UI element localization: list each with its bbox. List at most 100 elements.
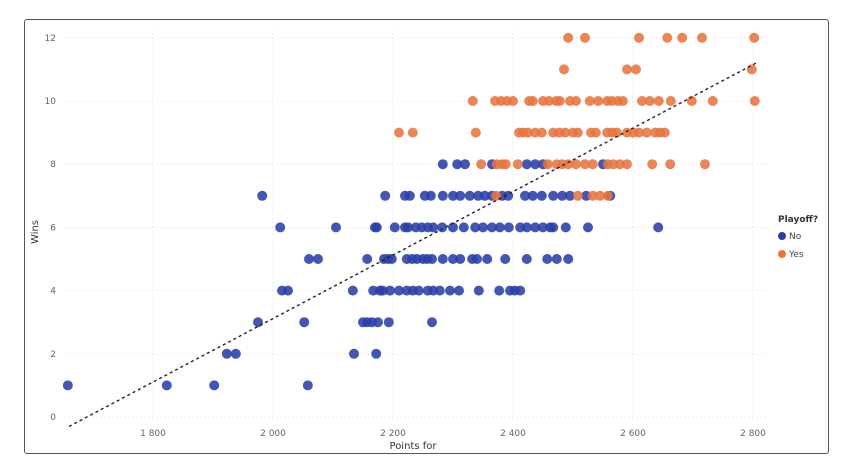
data-point-no[interactable] xyxy=(428,222,439,233)
data-point-yes[interactable] xyxy=(572,127,583,138)
data-point-no[interactable] xyxy=(331,222,341,233)
data-point-yes[interactable] xyxy=(634,127,644,138)
data-point-yes[interactable] xyxy=(542,159,553,170)
data-point-no[interactable] xyxy=(452,159,463,170)
data-point-no[interactable] xyxy=(538,222,548,233)
data-point-yes[interactable] xyxy=(476,159,487,170)
data-point-no[interactable] xyxy=(448,222,458,233)
data-point-yes[interactable] xyxy=(512,159,523,170)
data-point-yes[interactable] xyxy=(647,159,658,170)
data-point-yes[interactable] xyxy=(523,127,533,138)
data-point-no[interactable] xyxy=(434,285,445,296)
data-point-no[interactable] xyxy=(394,285,404,296)
data-point-no[interactable] xyxy=(563,254,574,264)
data-point-no[interactable] xyxy=(473,285,484,296)
data-point-no[interactable] xyxy=(362,254,373,264)
data-point-yes[interactable] xyxy=(593,96,604,106)
data-point-no[interactable] xyxy=(557,190,568,201)
data-point-yes[interactable] xyxy=(563,159,574,170)
data-point-no[interactable] xyxy=(515,285,526,296)
data-point-no[interactable] xyxy=(389,222,400,233)
data-point-yes[interactable] xyxy=(571,96,581,106)
data-point-no[interactable] xyxy=(377,285,388,296)
data-point-yes[interactable] xyxy=(590,127,601,138)
data-point-no[interactable] xyxy=(283,285,293,296)
data-point-no[interactable] xyxy=(448,254,458,264)
data-point-no[interactable] xyxy=(565,190,575,201)
legend-item-no[interactable]: No xyxy=(778,232,802,242)
data-point-no[interactable] xyxy=(458,222,469,233)
data-point-yes[interactable] xyxy=(571,159,581,170)
data-point-no[interactable] xyxy=(383,317,394,328)
data-point-no[interactable] xyxy=(371,222,382,233)
data-point-no[interactable] xyxy=(521,222,532,233)
data-point-yes[interactable] xyxy=(595,190,605,201)
data-point-yes[interactable] xyxy=(563,32,574,43)
data-point-no[interactable] xyxy=(427,254,437,264)
data-point-no[interactable] xyxy=(349,348,359,359)
data-point-no[interactable] xyxy=(548,190,559,201)
data-point-yes[interactable] xyxy=(560,127,571,138)
data-point-no[interactable] xyxy=(437,254,448,264)
data-point-yes[interactable] xyxy=(653,96,664,106)
data-point-no[interactable] xyxy=(487,222,497,233)
data-point-yes[interactable] xyxy=(631,64,641,75)
data-point-yes[interactable] xyxy=(659,127,670,138)
data-point-no[interactable] xyxy=(464,190,475,201)
data-point-no[interactable] xyxy=(455,254,466,264)
data-point-yes[interactable] xyxy=(677,32,688,43)
data-point-no[interactable] xyxy=(380,190,391,201)
data-point-yes[interactable] xyxy=(500,159,511,170)
data-point-no[interactable] xyxy=(404,190,415,201)
data-point-no[interactable] xyxy=(548,222,559,233)
data-point-no[interactable] xyxy=(257,190,268,201)
data-point-no[interactable] xyxy=(385,285,395,296)
data-point-no[interactable] xyxy=(653,222,664,233)
data-point-yes[interactable] xyxy=(611,127,622,138)
data-point-yes[interactable] xyxy=(637,96,647,106)
data-point-yes[interactable] xyxy=(544,96,554,106)
data-point-no[interactable] xyxy=(371,348,382,359)
data-point-yes[interactable] xyxy=(536,127,547,138)
data-point-yes[interactable] xyxy=(614,159,625,170)
data-point-yes[interactable] xyxy=(602,190,613,201)
data-point-no[interactable] xyxy=(313,254,323,264)
data-point-no[interactable] xyxy=(437,190,448,201)
data-point-no[interactable] xyxy=(253,317,263,328)
data-point-yes[interactable] xyxy=(467,96,478,106)
data-point-no[interactable] xyxy=(521,254,532,264)
data-point-no[interactable] xyxy=(520,190,530,201)
data-point-no[interactable] xyxy=(478,222,488,233)
data-point-no[interactable] xyxy=(472,254,482,264)
data-point-yes[interactable] xyxy=(641,127,652,138)
data-point-no[interactable] xyxy=(500,254,511,264)
data-point-no[interactable] xyxy=(560,222,571,233)
data-point-yes[interactable] xyxy=(554,96,565,106)
data-point-yes[interactable] xyxy=(587,190,598,201)
data-point-yes[interactable] xyxy=(749,32,760,43)
data-point-yes[interactable] xyxy=(749,96,760,106)
data-point-yes[interactable] xyxy=(686,96,697,106)
legend-item-yes[interactable]: Yes xyxy=(778,250,804,260)
data-point-no[interactable] xyxy=(527,190,538,201)
data-point-no[interactable] xyxy=(347,285,358,296)
data-point-yes[interactable] xyxy=(746,64,757,75)
data-point-yes[interactable] xyxy=(572,190,583,201)
data-point-yes[interactable] xyxy=(644,96,655,106)
data-point-no[interactable] xyxy=(530,159,541,170)
data-point-yes[interactable] xyxy=(700,159,710,170)
data-point-no[interactable] xyxy=(221,348,232,359)
data-point-yes[interactable] xyxy=(587,159,598,170)
data-point-no[interactable] xyxy=(373,317,383,328)
data-point-yes[interactable] xyxy=(470,127,481,138)
data-point-no[interactable] xyxy=(299,317,310,328)
data-point-no[interactable] xyxy=(494,285,505,296)
data-point-no[interactable] xyxy=(494,222,505,233)
data-point-yes[interactable] xyxy=(634,32,644,43)
data-point-no[interactable] xyxy=(230,348,241,359)
data-point-no[interactable] xyxy=(427,317,437,328)
data-point-no[interactable] xyxy=(470,222,481,233)
data-point-no[interactable] xyxy=(482,254,493,264)
data-point-yes[interactable] xyxy=(491,190,502,201)
data-point-no[interactable] xyxy=(521,159,532,170)
